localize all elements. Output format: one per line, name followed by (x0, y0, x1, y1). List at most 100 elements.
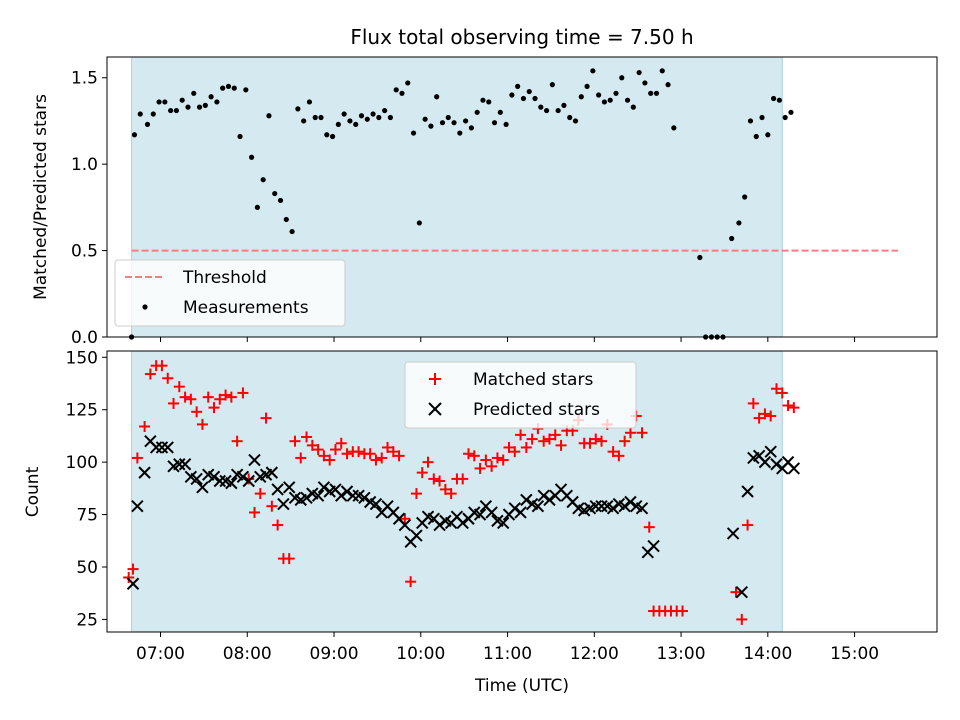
predicted-star-point (131, 499, 144, 513)
measurement-point (578, 94, 584, 100)
measurement-point (653, 90, 660, 96)
measurement-point (543, 107, 550, 114)
measurement-point (306, 99, 313, 105)
measurement-point (439, 120, 446, 126)
matched-star-point (624, 427, 636, 439)
matched-star-point (144, 368, 156, 380)
matched-star-point (266, 500, 278, 512)
measurement-point (630, 104, 636, 110)
measurement-point (613, 90, 619, 96)
predicted-star-point (358, 491, 371, 504)
predicted-star-point (300, 491, 313, 504)
predicted-star-point (735, 585, 748, 599)
matched-star-point (393, 450, 405, 462)
bottom-ytick-label: 50 (76, 558, 98, 578)
matched-star-point (283, 553, 295, 565)
matched-star-point (202, 391, 214, 403)
measurement-point (572, 118, 579, 124)
matched-star-point (324, 454, 336, 466)
predicted-star-point (138, 466, 151, 479)
measurement-point (422, 116, 428, 122)
matched-star-point (231, 435, 243, 447)
measurement-point (248, 154, 255, 160)
predicted-star-point (311, 489, 325, 502)
measurement-point (636, 69, 642, 76)
measurement-point (358, 113, 365, 119)
predicted-star-point (149, 441, 163, 454)
measurement-point (254, 204, 260, 210)
measurement-point (243, 87, 249, 93)
measurement-point (150, 111, 156, 117)
measurement-point (364, 116, 370, 122)
xtick-label: 13:00 (657, 644, 706, 664)
measurement-point (260, 177, 266, 183)
measurement-point (220, 85, 226, 91)
chart-title: Flux total observing time = 7.50 h (350, 25, 693, 49)
predicted-star-point (242, 474, 255, 488)
measurement-point (277, 197, 284, 204)
predicted-star-point (537, 489, 550, 502)
top-ylabel: Matched/Predicted stars (31, 94, 51, 300)
measurement-point (753, 133, 759, 140)
measurement-point (185, 104, 191, 110)
predicted-star-point (196, 481, 209, 494)
measurement-point (526, 88, 532, 95)
matched-star-point (543, 433, 555, 445)
matched-star-point (248, 506, 260, 518)
predicted-star-point (271, 483, 284, 496)
predicted-star-point (190, 472, 203, 486)
matched-star-point (318, 450, 330, 462)
measurement-point (532, 95, 538, 102)
measurement-point (596, 92, 602, 98)
matched-star-point (486, 460, 498, 472)
bottom-panel-frame (106, 350, 938, 633)
measurement-point (416, 220, 422, 226)
matched-star-point (312, 444, 324, 456)
xtick-label: 15:00 (830, 644, 879, 664)
measurement-point (434, 94, 440, 100)
matched-star-point (410, 488, 422, 500)
top-ytick-label: 1.5 (71, 69, 98, 89)
measurement-point (225, 83, 232, 89)
matched-star-point (462, 448, 474, 460)
matched-star-point (434, 475, 446, 487)
measurement-point (457, 130, 463, 136)
measurement-point (312, 114, 318, 121)
measurement-point (237, 133, 243, 140)
matched-star-point (329, 444, 341, 456)
predicted-star-point (213, 474, 226, 488)
measurement-point (463, 118, 469, 124)
matched-star-point (526, 433, 538, 445)
measurement-point (607, 97, 613, 103)
measurement-point (376, 114, 382, 121)
xtick-label: 08:00 (223, 644, 272, 664)
measurement-point (405, 80, 411, 86)
predicted-star-point (531, 499, 545, 513)
matched-star-point (364, 448, 376, 460)
matched-star-point (295, 452, 307, 464)
predicted-star-point (520, 493, 533, 507)
measurement-point (451, 120, 457, 126)
predicted-star-point (178, 458, 192, 471)
predicted-star-point (635, 502, 649, 515)
measurement-point (659, 68, 665, 74)
measurement-point (168, 107, 174, 114)
measurement-point (347, 118, 353, 124)
predicted-star-point (764, 445, 777, 458)
xtick-label: 07:00 (136, 644, 185, 664)
predicted-star-point (543, 493, 556, 507)
matched-star-point (759, 408, 771, 420)
predicted-star-point (624, 495, 637, 509)
matched-star-point (491, 452, 503, 464)
matched-star-point (168, 397, 180, 409)
predicted-star-point (207, 470, 221, 484)
predicted-star-point (340, 485, 354, 498)
matched-star-point (162, 372, 174, 384)
measurement-point (202, 102, 208, 108)
matched-star-point (468, 450, 480, 462)
matched-star-point (173, 381, 185, 393)
legend-measurements-label: Measurements (183, 298, 309, 318)
measurement-point (191, 90, 197, 96)
predicted-star-point (277, 497, 290, 511)
matched-star-point (260, 412, 272, 424)
